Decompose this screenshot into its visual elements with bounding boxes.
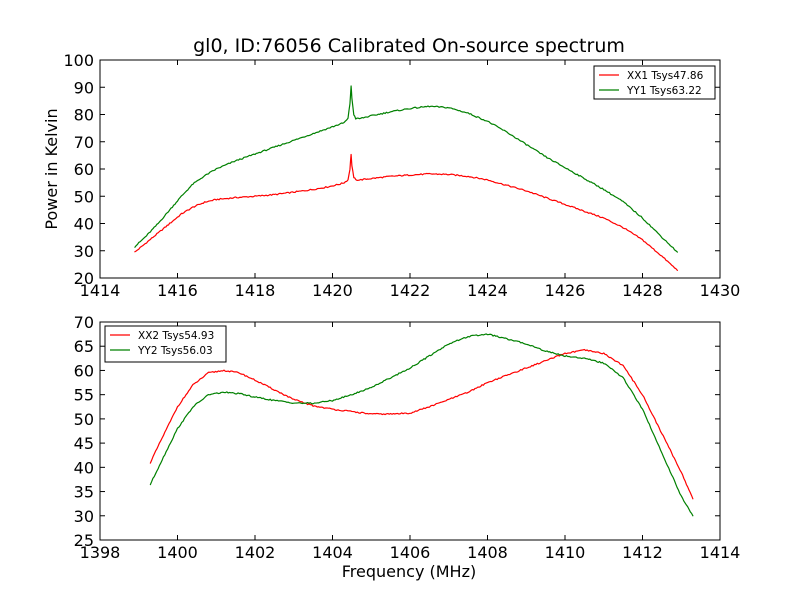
x-tick-label: 1402: [235, 543, 276, 562]
series-line-xx2: [149, 348, 694, 500]
y-tick-label: 90: [74, 78, 94, 97]
y-tick-label: 30: [74, 242, 94, 261]
x-tick-label: 1430: [700, 281, 741, 300]
y-tick-label: 25: [74, 531, 94, 550]
y-tick-label: 40: [74, 215, 94, 234]
x-tick-label: 1410: [545, 543, 586, 562]
y-tick-label: 65: [74, 337, 94, 356]
y-tick-label: 45: [74, 434, 94, 453]
legend-label-yy2: YY2 Tsys56.03: [137, 345, 213, 357]
bottom-spectrum-plot: 1398 1400 1402 1404 1406 1408 1410 1412 1414 25 30…: [74, 313, 741, 562]
top-spectrum-plot: 1414 1416 1418 1420 1422 1424 1426 1428 1430 20 30…: [63, 51, 740, 300]
series-line-xx1: [134, 153, 678, 271]
y-tick-label: 50: [74, 410, 94, 429]
x-tick-label: 1422: [390, 281, 431, 300]
x-tick-label: 1420: [312, 281, 353, 300]
x-tick-label: 1424: [467, 281, 508, 300]
y-tick-label: 50: [74, 187, 94, 206]
y-tick-label: 20: [74, 269, 94, 288]
y-tick-label: 70: [74, 133, 94, 152]
x-tick-label: 1418: [235, 281, 276, 300]
legend-label-xx1: XX1 Tsys47.86: [627, 70, 704, 82]
y-tick-label: 60: [74, 160, 94, 179]
x-tick-label: 1404: [312, 543, 353, 562]
x-tick-label: 1398: [80, 543, 121, 562]
x-tick-label: 1414: [700, 543, 741, 562]
legend-box: [593, 65, 716, 100]
x-axis-label: Frequency (MHz): [342, 562, 476, 581]
x-tick-label: 1416: [157, 281, 198, 300]
x-tick-label: 1428: [622, 281, 663, 300]
series-line-yy1: [134, 85, 678, 253]
legend-label-xx2: XX2 Tsys54.93: [138, 330, 214, 342]
y-tick-label: 30: [74, 507, 94, 526]
x-tick-label: 1408: [467, 543, 508, 562]
legend-box: [104, 325, 227, 363]
x-tick-label: 1406: [390, 543, 431, 562]
y-tick-label: 80: [74, 106, 94, 125]
y-tick-label: 55: [74, 386, 94, 405]
x-tick-label: 1414: [80, 281, 121, 300]
y-axis-label: Power in Kelvin: [42, 108, 61, 229]
x-tick-label: 1426: [545, 281, 586, 300]
chart-title: gl0, ID:76056 Calibrated On-source spect…: [193, 35, 625, 57]
y-tick-label: 35: [74, 483, 94, 502]
y-tick-label: 100: [63, 51, 94, 70]
x-tick-label: 1400: [157, 543, 198, 562]
y-tick-label: 60: [74, 361, 94, 380]
y-tick-label: 70: [74, 313, 94, 332]
legend-label-yy1: YY1 Tsys63.22: [626, 85, 702, 97]
x-tick-label: 1412: [622, 543, 663, 562]
y-tick-label: 40: [74, 458, 94, 477]
series-line-yy2: [149, 333, 694, 517]
